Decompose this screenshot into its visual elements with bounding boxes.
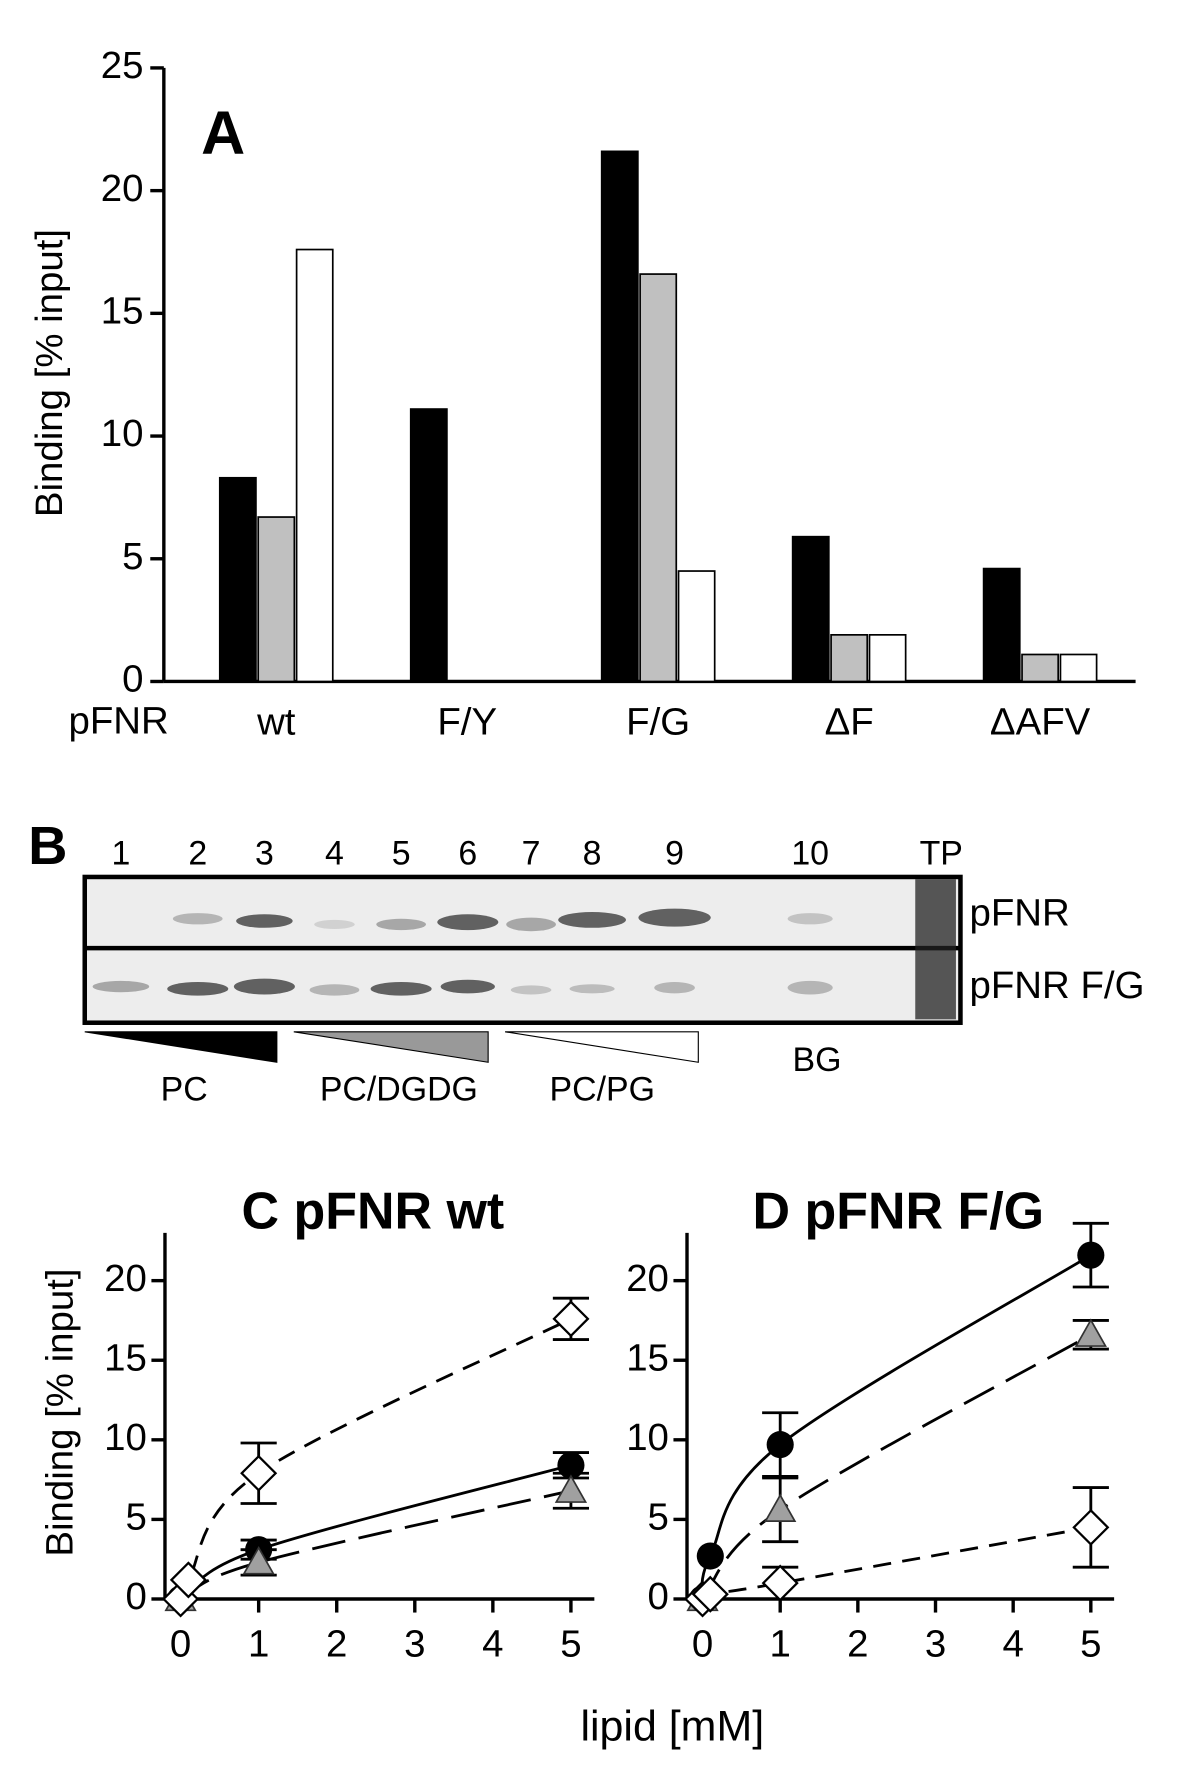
lane-label: 3 [255,834,274,872]
lane-label: 6 [458,834,477,872]
y-tick-label: 5 [648,1496,669,1539]
x-tick-label: 1 [248,1623,269,1666]
point [1077,1241,1105,1269]
point [696,1542,724,1570]
point [240,1454,278,1492]
bar [677,570,716,683]
fit-curve [179,1463,572,1601]
x-tick-label: 4 [1002,1623,1023,1666]
bar [1021,653,1060,683]
group-label: BG [792,1041,841,1079]
y-tick-label: 20 [101,167,144,210]
bar [409,408,448,683]
point [552,1300,590,1338]
lane-label: 2 [188,834,207,872]
point [242,1545,275,1575]
point [557,1451,585,1479]
y-tick-label: 25 [101,44,144,87]
lane-label: 8 [583,834,602,872]
panel-label: B [28,816,67,876]
y-tick-label: 0 [126,1575,147,1618]
fit-curve [701,1333,1092,1600]
y-tick-label: 0 [122,658,143,701]
bar [257,516,296,683]
group-label: PC/DGDG [320,1071,478,1109]
fit-curve [700,1253,1092,1600]
x-axis-label: pFNR [68,699,168,742]
lane-label: 5 [392,834,411,872]
bar [218,476,257,683]
point [169,1561,207,1599]
y-tick-label: 15 [101,289,144,332]
point [1074,1318,1107,1347]
y-tick-label: 20 [104,1257,147,1300]
point [761,1564,799,1602]
row-label: pFNR F/G [969,964,1144,1007]
x-axis-label: lipid [mM] [580,1702,764,1750]
point [766,1431,794,1459]
y-tick-label: 20 [626,1257,669,1300]
group-label: PC [161,1071,208,1109]
bar [830,634,869,683]
y-tick-label: 15 [626,1336,669,1379]
x-tick-label: 3 [404,1623,425,1666]
fit-curve [700,1525,1092,1601]
lane-label: 9 [665,834,684,872]
y-axis-label: Binding [% input] [28,229,71,517]
panel-title: D pFNR F/G [753,1183,1045,1241]
x-tick-label: 2 [326,1623,347,1666]
bar [600,150,639,683]
bar [791,535,830,683]
point [691,1575,729,1613]
y-tick-label: 5 [126,1496,147,1539]
bar [639,273,678,683]
x-tick-label: 3 [925,1623,946,1666]
x-tick-label: 0 [170,1623,191,1666]
x-tick-label: 5 [1080,1623,1101,1666]
lane-label: 7 [522,834,541,872]
x-tick-label: 2 [847,1623,868,1666]
bar [295,248,334,683]
point [764,1493,797,1523]
bar [1059,653,1098,683]
y-axis-label: Binding [% input] [38,1268,81,1556]
x-tick-label: ΔAFV [990,701,1091,744]
point [554,1474,588,1503]
lane-label: TP [920,834,963,872]
y-tick-label: 0 [648,1575,669,1618]
x-tick-label: 5 [560,1623,581,1666]
y-tick-label: 10 [626,1416,669,1459]
row-label: pFNR [969,892,1069,935]
bar [982,567,1021,683]
x-tick-label: 4 [482,1623,503,1666]
x-tick-label: ΔF [825,701,874,744]
panel-label: A [201,99,245,167]
x-tick-label: wt [256,701,296,744]
lane-label: 1 [111,834,130,872]
panel-title: C pFNR wt [242,1183,505,1241]
x-tick-label: 0 [692,1623,713,1666]
y-tick-label: 10 [104,1416,147,1459]
y-tick-label: 10 [101,412,144,455]
blot [82,874,963,1063]
y-tick-label: 15 [104,1336,147,1379]
point [1072,1508,1110,1546]
x-tick-label: F/Y [437,701,497,744]
y-tick-label: 5 [122,535,143,578]
x-tick-label: 1 [770,1623,791,1666]
fit-curve [179,1489,572,1601]
x-tick-label: F/G [626,701,690,744]
lane-label: 4 [325,834,344,872]
bar [868,634,907,683]
group-label: PC/PG [550,1071,655,1109]
lane-label: 10 [791,834,829,872]
